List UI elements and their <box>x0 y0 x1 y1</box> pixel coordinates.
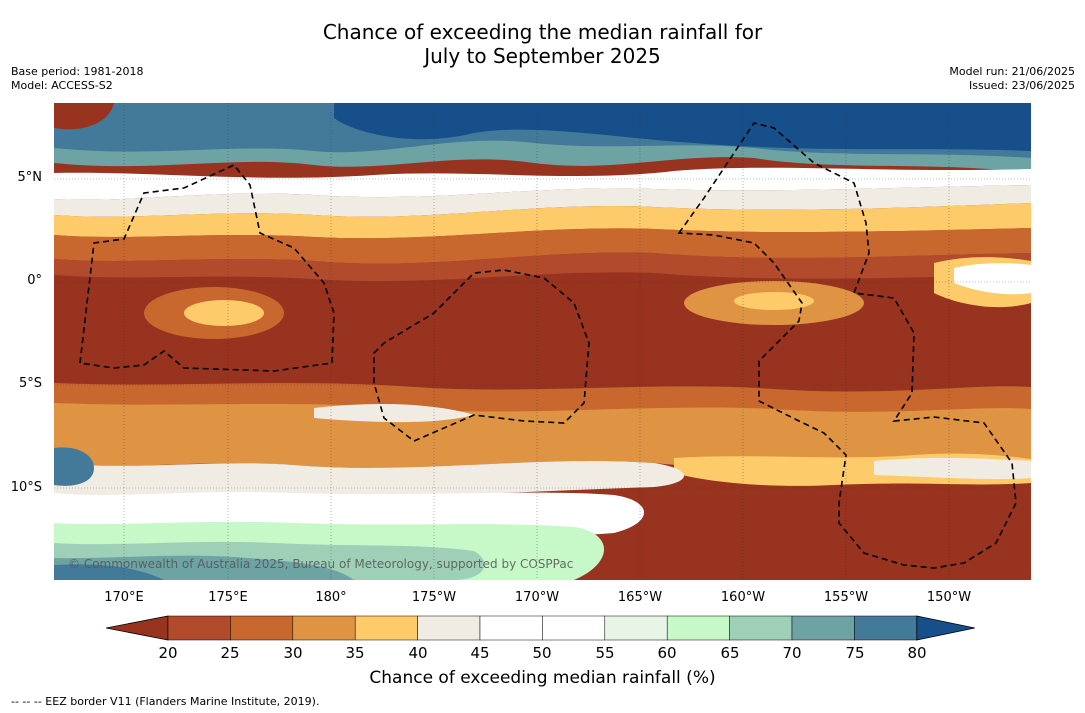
colorbar-extend-high <box>916 615 975 641</box>
lon-label-175e: 175°E <box>208 590 248 605</box>
colorbar-segment <box>604 615 668 641</box>
colorbar-title: Chance of exceeding median rainfall (%) <box>369 668 716 688</box>
north-pale-band <box>54 185 1031 217</box>
eez-border-east <box>677 122 1017 569</box>
lon-label-170e: 170°E <box>104 590 144 605</box>
title-line-1: Chance of exceeding the median rainfall … <box>322 20 763 44</box>
colorbar-segment <box>230 615 294 641</box>
colorbar-segment <box>417 615 481 641</box>
title-line-2: July to September 2025 <box>424 44 661 68</box>
colorbar-tick-80: 80 <box>907 644 927 662</box>
map-grid <box>54 103 1031 580</box>
north-dry-edge <box>54 252 1031 282</box>
colorbar-segment <box>791 615 855 641</box>
lon-label-155w: 155°W <box>823 590 869 605</box>
eez-border-central <box>373 269 590 442</box>
south-moderate-band <box>54 403 1031 469</box>
colorbar-tick-30: 30 <box>283 644 303 662</box>
copyright-notice: © Commonwealth of Australia 2025, Bureau… <box>68 557 574 571</box>
colorbar-tick-55: 55 <box>595 644 615 662</box>
colorbar <box>106 615 975 641</box>
south-pale-patch <box>314 403 474 423</box>
colorbar-tick-20: 20 <box>158 644 178 662</box>
base-period-text: Base period: 1981-2018 <box>11 65 144 78</box>
rainfall-map: © Commonwealth of Australia 2025, Bureau… <box>54 103 1031 580</box>
colorbar-segment <box>729 615 793 641</box>
lon-label-175w: 175°W <box>411 590 457 605</box>
lat-label-0: 0° <box>27 273 42 288</box>
lon-label-150w: 150°W <box>926 590 972 605</box>
colorbar-segment <box>542 615 606 641</box>
colorbar-segment <box>167 615 231 641</box>
eez-border-west <box>79 164 335 372</box>
south-pale-patch-east <box>874 457 1031 480</box>
eez-borders <box>79 122 1017 569</box>
north-neutral-band <box>54 167 1031 200</box>
meta-right: Model run: 21/06/2025 Issued: 23/06/2025 <box>949 65 1075 93</box>
model-run-text: Model run: 21/06/2025 <box>949 65 1075 78</box>
issued-text: Issued: 23/06/2025 <box>968 79 1075 92</box>
north-dry-patch <box>54 103 114 130</box>
colorbar-segment <box>854 615 918 641</box>
equatorial-patch-west-core <box>184 300 264 326</box>
colorbar-tick-60: 60 <box>657 644 677 662</box>
model-text: Model: ACCESS-S2 <box>11 79 113 92</box>
colorbar-tick-75: 75 <box>845 644 865 662</box>
colorbar-tick-65: 65 <box>720 644 740 662</box>
colorbar-segments <box>106 615 975 641</box>
eez-footnote: -- -- -- EEZ border V11 (Flanders Marine… <box>11 695 320 708</box>
lat-label-5n: 5°N <box>17 170 43 185</box>
equatorial-patch-far-east-core <box>954 263 1031 295</box>
meta-left: Base period: 1981-2018 Model: ACCESS-S2 <box>11 65 143 93</box>
north-moderate-band <box>54 203 1031 239</box>
colorbar-segment <box>666 615 730 641</box>
colorbar-tick-35: 35 <box>345 644 365 662</box>
colorbar-extend-low <box>106 615 169 641</box>
equatorial-patch-east-core <box>734 292 814 310</box>
map-title: Chance of exceeding the median rainfall … <box>0 20 1085 68</box>
map-canvas <box>54 103 1031 580</box>
colorbar-tick-70: 70 <box>782 644 802 662</box>
north-dryish-band <box>54 228 1031 264</box>
colorbar-segment <box>292 615 356 641</box>
lon-label-170w: 170°W <box>514 590 560 605</box>
south-pale-band <box>54 461 684 499</box>
lat-label-10s: 10°S <box>10 480 42 495</box>
lon-label-180: 180° <box>315 590 347 605</box>
lon-label-160w: 160°W <box>720 590 766 605</box>
lon-label-165w: 165°W <box>617 590 663 605</box>
colorbar-tick-25: 25 <box>220 644 240 662</box>
west-wet-patch <box>54 447 94 486</box>
colorbar-tick-40: 40 <box>408 644 428 662</box>
lat-label-5s: 5°S <box>18 376 42 391</box>
colorbar-segment <box>354 615 418 641</box>
colorbar-segment <box>479 615 543 641</box>
colorbar-tick-45: 45 <box>470 644 490 662</box>
colorbar-tick-50: 50 <box>532 644 552 662</box>
north-very-wet-region <box>334 103 1031 151</box>
south-very-wet-core <box>54 564 164 580</box>
